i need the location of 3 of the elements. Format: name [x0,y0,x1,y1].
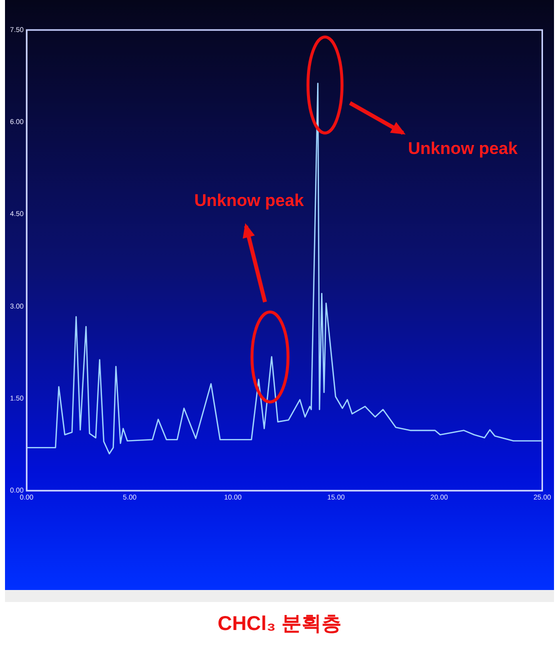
annotation: Unknow peak [408,139,518,158]
text: CHCl₃ 분획층 [216,612,342,636]
annotation: Unknow peak [194,191,304,210]
